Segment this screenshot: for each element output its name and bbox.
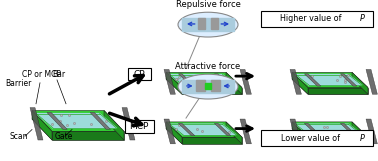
Polygon shape [122, 108, 135, 140]
Polygon shape [170, 75, 236, 85]
Polygon shape [52, 131, 124, 140]
Text: Attractive force: Attractive force [175, 62, 241, 71]
Ellipse shape [178, 12, 238, 37]
Text: MCP: MCP [129, 122, 149, 131]
Polygon shape [292, 72, 368, 88]
Polygon shape [164, 119, 175, 144]
Polygon shape [36, 114, 117, 128]
Polygon shape [341, 74, 357, 86]
Polygon shape [290, 69, 301, 94]
FancyBboxPatch shape [261, 130, 373, 146]
Text: Barrier: Barrier [5, 79, 31, 88]
Polygon shape [352, 122, 368, 144]
Polygon shape [352, 72, 368, 94]
Polygon shape [32, 110, 124, 131]
Ellipse shape [178, 74, 238, 99]
Polygon shape [32, 119, 124, 140]
Polygon shape [290, 119, 301, 144]
Polygon shape [366, 69, 377, 94]
Polygon shape [182, 137, 242, 144]
Polygon shape [292, 122, 368, 137]
Polygon shape [304, 74, 321, 86]
Text: P: P [359, 14, 364, 23]
Polygon shape [166, 129, 242, 144]
Polygon shape [166, 79, 242, 94]
Polygon shape [90, 113, 110, 129]
Text: CP or MCP: CP or MCP [22, 70, 61, 79]
Polygon shape [104, 110, 124, 140]
Polygon shape [308, 137, 368, 144]
Polygon shape [226, 122, 242, 144]
Text: Higher value of: Higher value of [280, 14, 344, 23]
Polygon shape [240, 69, 251, 94]
Polygon shape [211, 80, 220, 91]
Polygon shape [304, 123, 321, 136]
Polygon shape [296, 75, 362, 85]
Polygon shape [178, 123, 195, 136]
Polygon shape [308, 88, 368, 94]
Polygon shape [296, 124, 362, 135]
Polygon shape [182, 18, 234, 31]
Polygon shape [211, 18, 218, 29]
Polygon shape [182, 88, 242, 94]
Polygon shape [30, 108, 43, 140]
FancyBboxPatch shape [261, 11, 373, 27]
Polygon shape [366, 119, 377, 144]
Text: Lower value of: Lower value of [281, 134, 343, 143]
Text: Repulsive force: Repulsive force [175, 0, 240, 9]
Polygon shape [198, 18, 205, 29]
Text: Gate: Gate [55, 132, 73, 141]
Text: Scan: Scan [10, 132, 28, 141]
Text: Bar: Bar [52, 70, 65, 79]
Polygon shape [166, 122, 242, 137]
Polygon shape [292, 79, 368, 94]
Polygon shape [341, 123, 357, 136]
Polygon shape [182, 80, 234, 93]
Polygon shape [214, 123, 231, 136]
Polygon shape [292, 72, 308, 94]
Polygon shape [178, 74, 195, 86]
Polygon shape [214, 74, 231, 86]
Polygon shape [292, 122, 308, 144]
Polygon shape [240, 119, 251, 144]
Polygon shape [170, 124, 236, 135]
Polygon shape [32, 110, 52, 140]
Text: P: P [359, 134, 364, 143]
Polygon shape [226, 72, 242, 94]
Polygon shape [166, 72, 242, 88]
Polygon shape [166, 122, 182, 144]
Polygon shape [164, 69, 175, 94]
Text: CP: CP [133, 70, 145, 79]
Polygon shape [166, 72, 182, 94]
Polygon shape [47, 113, 67, 129]
FancyBboxPatch shape [124, 120, 153, 133]
Polygon shape [292, 129, 368, 144]
FancyBboxPatch shape [127, 68, 150, 80]
Polygon shape [205, 83, 211, 89]
Polygon shape [195, 80, 205, 91]
